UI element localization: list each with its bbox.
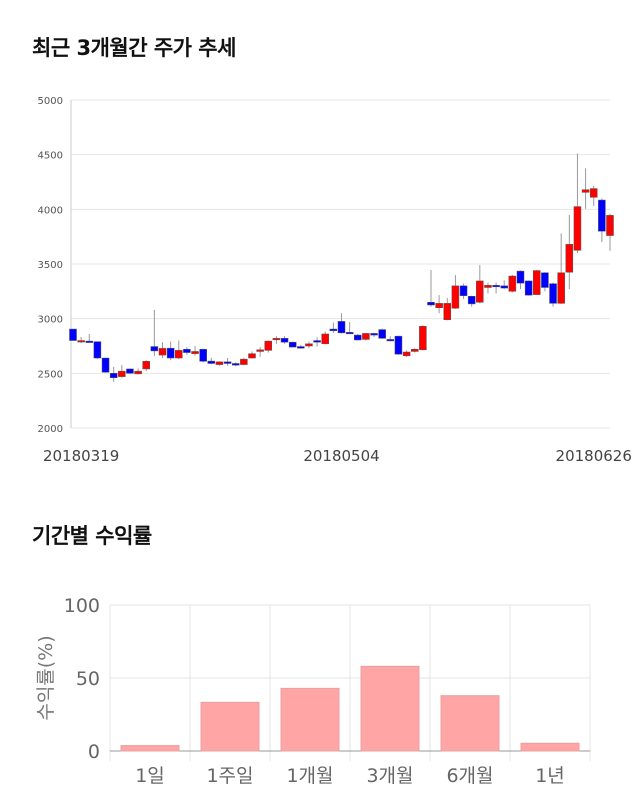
candle-body [565, 244, 574, 273]
candle-body [573, 206, 582, 251]
bar [280, 687, 340, 752]
candle-body [118, 370, 126, 377]
bar [360, 665, 420, 752]
y-tick-label: 2500 [38, 369, 63, 380]
candle-body [606, 215, 614, 236]
candle-body [256, 349, 264, 352]
x-tick-label: 20180504 [303, 447, 379, 465]
candle-body [297, 346, 305, 349]
candle-body [175, 350, 183, 359]
candle-body [410, 349, 419, 352]
x-tick-label: 3개월 [366, 765, 413, 787]
candle-body [207, 360, 216, 364]
candle-body [476, 280, 484, 303]
candle-body [109, 373, 118, 378]
candle-body [264, 340, 273, 351]
bar [120, 745, 180, 752]
candle-body [329, 328, 338, 331]
y-tick-label: 50 [76, 668, 100, 690]
candle-body [150, 346, 159, 352]
candle-body [126, 368, 134, 374]
candle-body [337, 321, 346, 334]
candle-body [305, 343, 313, 347]
x-tick-label: 20180626 [556, 447, 632, 465]
candle-body [272, 338, 281, 341]
candle-body [484, 285, 492, 288]
candle-body [581, 189, 590, 193]
candle-body [166, 347, 175, 359]
candle-body [549, 283, 557, 304]
candle-body [451, 285, 460, 309]
candle-body [77, 340, 85, 343]
candlestick-chart: 2000 2500 3000 3500 4000 4500 5000 20180319 2018… [38, 96, 632, 465]
x-tick-label: 1주일 [206, 765, 253, 787]
y-tick-label: 3500 [38, 260, 63, 271]
candle-body [500, 285, 508, 289]
candle-body [370, 333, 378, 336]
candle-body [492, 285, 500, 288]
candle-body [467, 296, 476, 305]
candle-body [69, 328, 77, 341]
bar [440, 695, 500, 752]
candle-body [280, 338, 289, 343]
candle-body [199, 349, 207, 362]
candle-body [354, 334, 362, 341]
bar [200, 701, 260, 752]
candle-body [598, 199, 606, 232]
x-tick-label: 20180319 [43, 447, 119, 465]
candle-body [524, 280, 533, 296]
candle-body [134, 370, 142, 375]
candle-body [516, 270, 525, 284]
y-tick-label: 3000 [38, 315, 63, 326]
candle-body [345, 332, 354, 335]
period-returns-heading: 기간별 수익률 [32, 524, 152, 548]
y-tick-label: 2000 [38, 424, 63, 435]
candle-body [85, 340, 94, 343]
candle-body [362, 333, 370, 340]
price-trend-heading: 최근 3개월간 주가 추세 [32, 36, 236, 60]
candle-body [386, 339, 395, 342]
x-tick-label: 6개월 [446, 765, 493, 787]
y-tick-label: 0 [88, 741, 100, 763]
y-axis-label: 수익률(%) [35, 635, 57, 720]
candle-body [435, 303, 443, 308]
candle-body [443, 303, 452, 321]
candle-body [223, 361, 232, 364]
candle-body [248, 353, 256, 359]
candle-body [101, 357, 110, 373]
candle-body [533, 270, 541, 295]
candle-body [313, 340, 321, 343]
candle-body [589, 188, 598, 198]
candle-body [240, 358, 248, 365]
candle-body [557, 272, 565, 304]
x-tick-label: 1년 [535, 765, 565, 787]
candle-body [191, 351, 199, 354]
x-tick-label: 1일 [135, 765, 165, 787]
candle-body [402, 351, 411, 357]
candle-body [215, 361, 224, 365]
candle-body [419, 326, 427, 351]
candle-body [321, 333, 329, 345]
candle-body [142, 361, 150, 370]
candle-body [427, 302, 435, 306]
candle-body [508, 275, 517, 292]
candle-body [231, 363, 240, 366]
bar [520, 742, 580, 752]
candle-body [288, 341, 297, 348]
y-tick-label: 4000 [38, 205, 63, 216]
candle-body [459, 285, 468, 296]
candle-body [93, 341, 102, 359]
y-tick-label: 5000 [38, 96, 63, 107]
candle-body [541, 272, 549, 288]
candle-body [158, 348, 167, 356]
candle-body [378, 329, 386, 339]
x-tick-label: 1개월 [286, 765, 333, 787]
y-tick-label: 100 [64, 595, 100, 617]
y-tick-label: 4500 [38, 151, 63, 162]
candle-body [394, 335, 403, 355]
candle-body [183, 349, 191, 353]
